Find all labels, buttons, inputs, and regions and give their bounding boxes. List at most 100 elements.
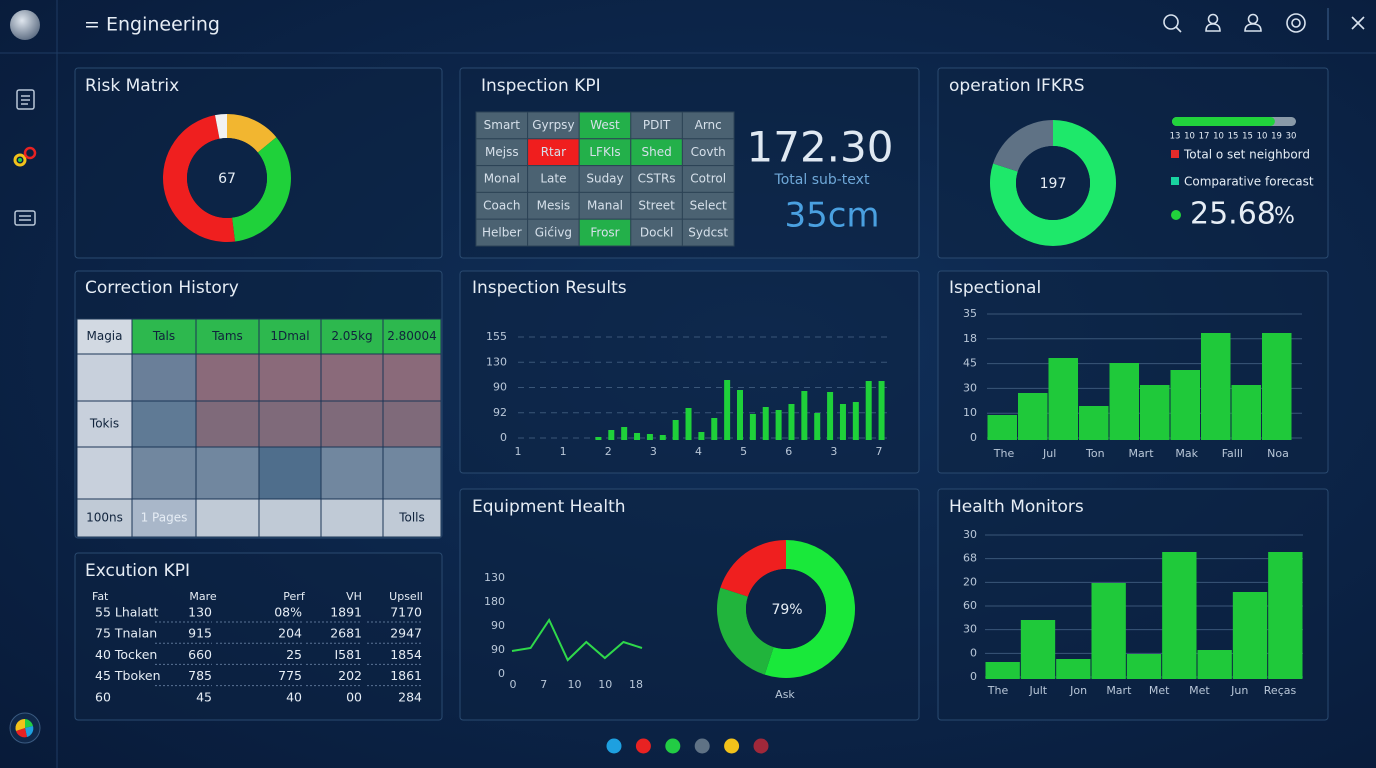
- grid-cell-text: Gyrpsy: [532, 118, 574, 132]
- profile-icon[interactable]: [9, 712, 41, 744]
- bar: [814, 413, 821, 440]
- table-header-text: Tams: [211, 329, 243, 343]
- table-cell: [382, 353, 442, 402]
- table-cell: [195, 400, 260, 448]
- pager-dot[interactable]: [665, 738, 681, 754]
- donut-segment: [215, 114, 227, 139]
- bar: [659, 435, 666, 440]
- grid-cell: [681, 138, 735, 167]
- table-cell: [76, 353, 133, 402]
- pager-dot[interactable]: [753, 738, 769, 754]
- donut-center: 197: [1040, 176, 1067, 192]
- grid-cell-text: Coach: [483, 199, 520, 213]
- y-tick-label: 0: [970, 646, 977, 659]
- panel-title: Risk Matrix: [85, 76, 179, 96]
- x-tick-label: Noa: [1267, 447, 1289, 460]
- documents-icon[interactable]: [16, 89, 35, 110]
- kpi-cell: I581: [334, 647, 362, 662]
- pager-dot[interactable]: [694, 738, 710, 754]
- settings-icon[interactable]: [1286, 13, 1306, 33]
- bar: [801, 391, 808, 440]
- sidebar: [9, 89, 41, 744]
- panel-title: Excution KPI: [85, 561, 190, 581]
- pager-dot[interactable]: [724, 738, 740, 754]
- y-tick-label: 10: [963, 406, 977, 419]
- table-cell-text: Tokis: [89, 417, 119, 431]
- bar: [775, 410, 782, 440]
- bar: [621, 427, 628, 440]
- bar: [987, 415, 1017, 440]
- kpi-cell: 130: [188, 605, 212, 620]
- grid-cell: [578, 111, 632, 140]
- table-cell: [382, 446, 442, 500]
- close-icon[interactable]: [1351, 16, 1365, 30]
- table-header-text: 2.80004: [387, 329, 437, 343]
- x-tick-label: 10: [568, 678, 582, 691]
- donut-caption: Ask: [775, 688, 795, 701]
- grid-cell-text: Monal: [484, 172, 520, 186]
- devices-icon[interactable]: [14, 210, 36, 226]
- table-cell: [76, 446, 133, 500]
- x-tick-label: Mart: [1128, 447, 1154, 460]
- legend-swatch: [1171, 150, 1179, 158]
- bar: [762, 407, 769, 440]
- column-header: Mare: [189, 590, 217, 603]
- y-tick-label: 90: [491, 643, 505, 656]
- grid-cell-text: Arnc: [695, 118, 722, 132]
- bar: [711, 418, 718, 440]
- logo[interactable]: [10, 10, 40, 40]
- grid-cell-text: LFKIs: [589, 145, 620, 159]
- table-cell: [76, 400, 133, 448]
- status-icon[interactable]: [13, 146, 37, 167]
- x-tick-label: 1: [560, 445, 567, 458]
- status-dot: [1171, 210, 1181, 220]
- progress-label: 10: [1213, 132, 1224, 142]
- kpi-caption: Total sub-text: [774, 172, 870, 188]
- x-tick-label: 7: [876, 445, 883, 458]
- column-header: Fat: [92, 590, 109, 603]
- table-header-cell: [195, 318, 260, 355]
- panel-title: Inspection KPI: [481, 76, 601, 96]
- x-tick-label: Falll: [1222, 447, 1243, 460]
- search-icon[interactable]: [1163, 14, 1182, 33]
- pager-dot[interactable]: [606, 738, 622, 754]
- bar: [1020, 620, 1056, 679]
- user-icon[interactable]: [1205, 13, 1221, 32]
- y-tick-label: 68: [963, 552, 977, 565]
- grid-cell-text: Smart: [484, 118, 521, 132]
- bar: [724, 380, 731, 440]
- grid-cell: [681, 165, 735, 193]
- x-tick-label: Mart: [1106, 684, 1132, 697]
- donut-segment: [720, 540, 786, 597]
- grid-cell: [630, 165, 683, 193]
- kpi-cell: 2947: [390, 626, 422, 641]
- table-cell: [320, 498, 384, 538]
- donut-hole: [187, 138, 267, 218]
- kpi-cell: 08%: [274, 605, 302, 620]
- grid-cell-text: Sydcst: [688, 225, 728, 239]
- bar: [1079, 406, 1109, 440]
- grid-cell-text: Gićivg: [535, 225, 572, 239]
- x-tick-label: Met: [1189, 684, 1210, 697]
- x-tick-label: 7: [540, 678, 547, 691]
- bar: [595, 437, 602, 440]
- legend-text: Comparative forecast: [1184, 175, 1314, 189]
- kpi-cell: 1861: [390, 668, 422, 683]
- kpi-cell: 45 Tboken: [95, 668, 161, 683]
- x-tick-label: 0: [510, 678, 517, 691]
- legend-swatch: [1171, 177, 1179, 185]
- pager-dot[interactable]: [635, 738, 651, 754]
- donut-segment: [989, 120, 1117, 247]
- bar: [1091, 583, 1126, 679]
- donut-center: 67: [218, 171, 236, 187]
- account-icon[interactable]: [1244, 13, 1262, 32]
- y-tick-label: 180: [484, 595, 505, 608]
- x-tick-label: 6: [785, 445, 792, 458]
- kpi-cell: 284: [398, 689, 422, 704]
- column-header: Perf: [283, 590, 306, 603]
- kpi-cell: 2681: [330, 626, 362, 641]
- line-series: [511, 617, 643, 662]
- progress-label: 19: [1271, 132, 1282, 142]
- table-cell: [320, 400, 384, 448]
